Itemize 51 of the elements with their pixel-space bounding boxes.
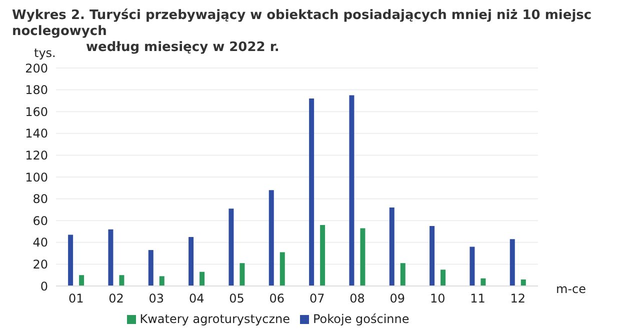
x-tick-label: 03: [148, 292, 164, 306]
x-tick-label: 12: [510, 292, 526, 306]
y-tick-label: 200: [25, 61, 48, 76]
y-tick-label: 140: [25, 126, 48, 141]
bar: [148, 250, 154, 286]
x-axis-title: m-ce: [556, 282, 586, 296]
bar: [360, 228, 366, 286]
bar: [520, 279, 526, 286]
y-tick-label: 100: [25, 170, 48, 184]
y-tick-label: 180: [25, 83, 48, 98]
y-tick-label: 40: [32, 236, 48, 250]
bar: [200, 272, 205, 286]
x-tick-label: 06: [269, 292, 285, 306]
bar: [79, 275, 84, 286]
y-tick-label: 20: [32, 257, 48, 272]
x-tick-label: 05: [229, 292, 244, 306]
bar: [470, 246, 475, 286]
bar: [119, 275, 124, 286]
bar: [280, 252, 285, 286]
x-tick-label: 08: [350, 292, 365, 306]
bar: [188, 236, 194, 286]
x-tick-label: 01: [68, 292, 84, 306]
x-tick-label: 10: [430, 292, 446, 306]
x-tick-label: 04: [188, 292, 204, 306]
bar: [349, 95, 354, 286]
bar: [430, 226, 435, 286]
bar: [440, 270, 446, 286]
bar: [389, 208, 394, 286]
y-tick-label: 80: [32, 192, 48, 206]
bar: [510, 239, 515, 286]
x-tick-label: 07: [309, 292, 325, 306]
bar: [400, 263, 406, 286]
y-tick-label: 60: [32, 214, 48, 228]
bar: [480, 278, 486, 286]
bar: [268, 190, 274, 286]
x-tick-label: 02: [108, 292, 124, 306]
y-tick-label: 0: [40, 279, 48, 294]
x-tick-label: 09: [390, 292, 406, 306]
y-tick-label: 120: [25, 148, 48, 162]
bar: [159, 276, 164, 286]
bar: [309, 98, 314, 286]
bar: [320, 224, 326, 286]
bar: [240, 263, 245, 286]
y-tick-label: 160: [25, 104, 48, 119]
legend-label: Pokoje gościnne: [312, 312, 410, 326]
x-tick-label: 11: [470, 292, 486, 306]
bar: [68, 234, 74, 286]
legend-label: Kwatery agroturystyczne: [140, 312, 290, 326]
bar: [228, 208, 234, 286]
bar: [108, 229, 114, 286]
y-axis-title: tys.: [34, 46, 56, 60]
